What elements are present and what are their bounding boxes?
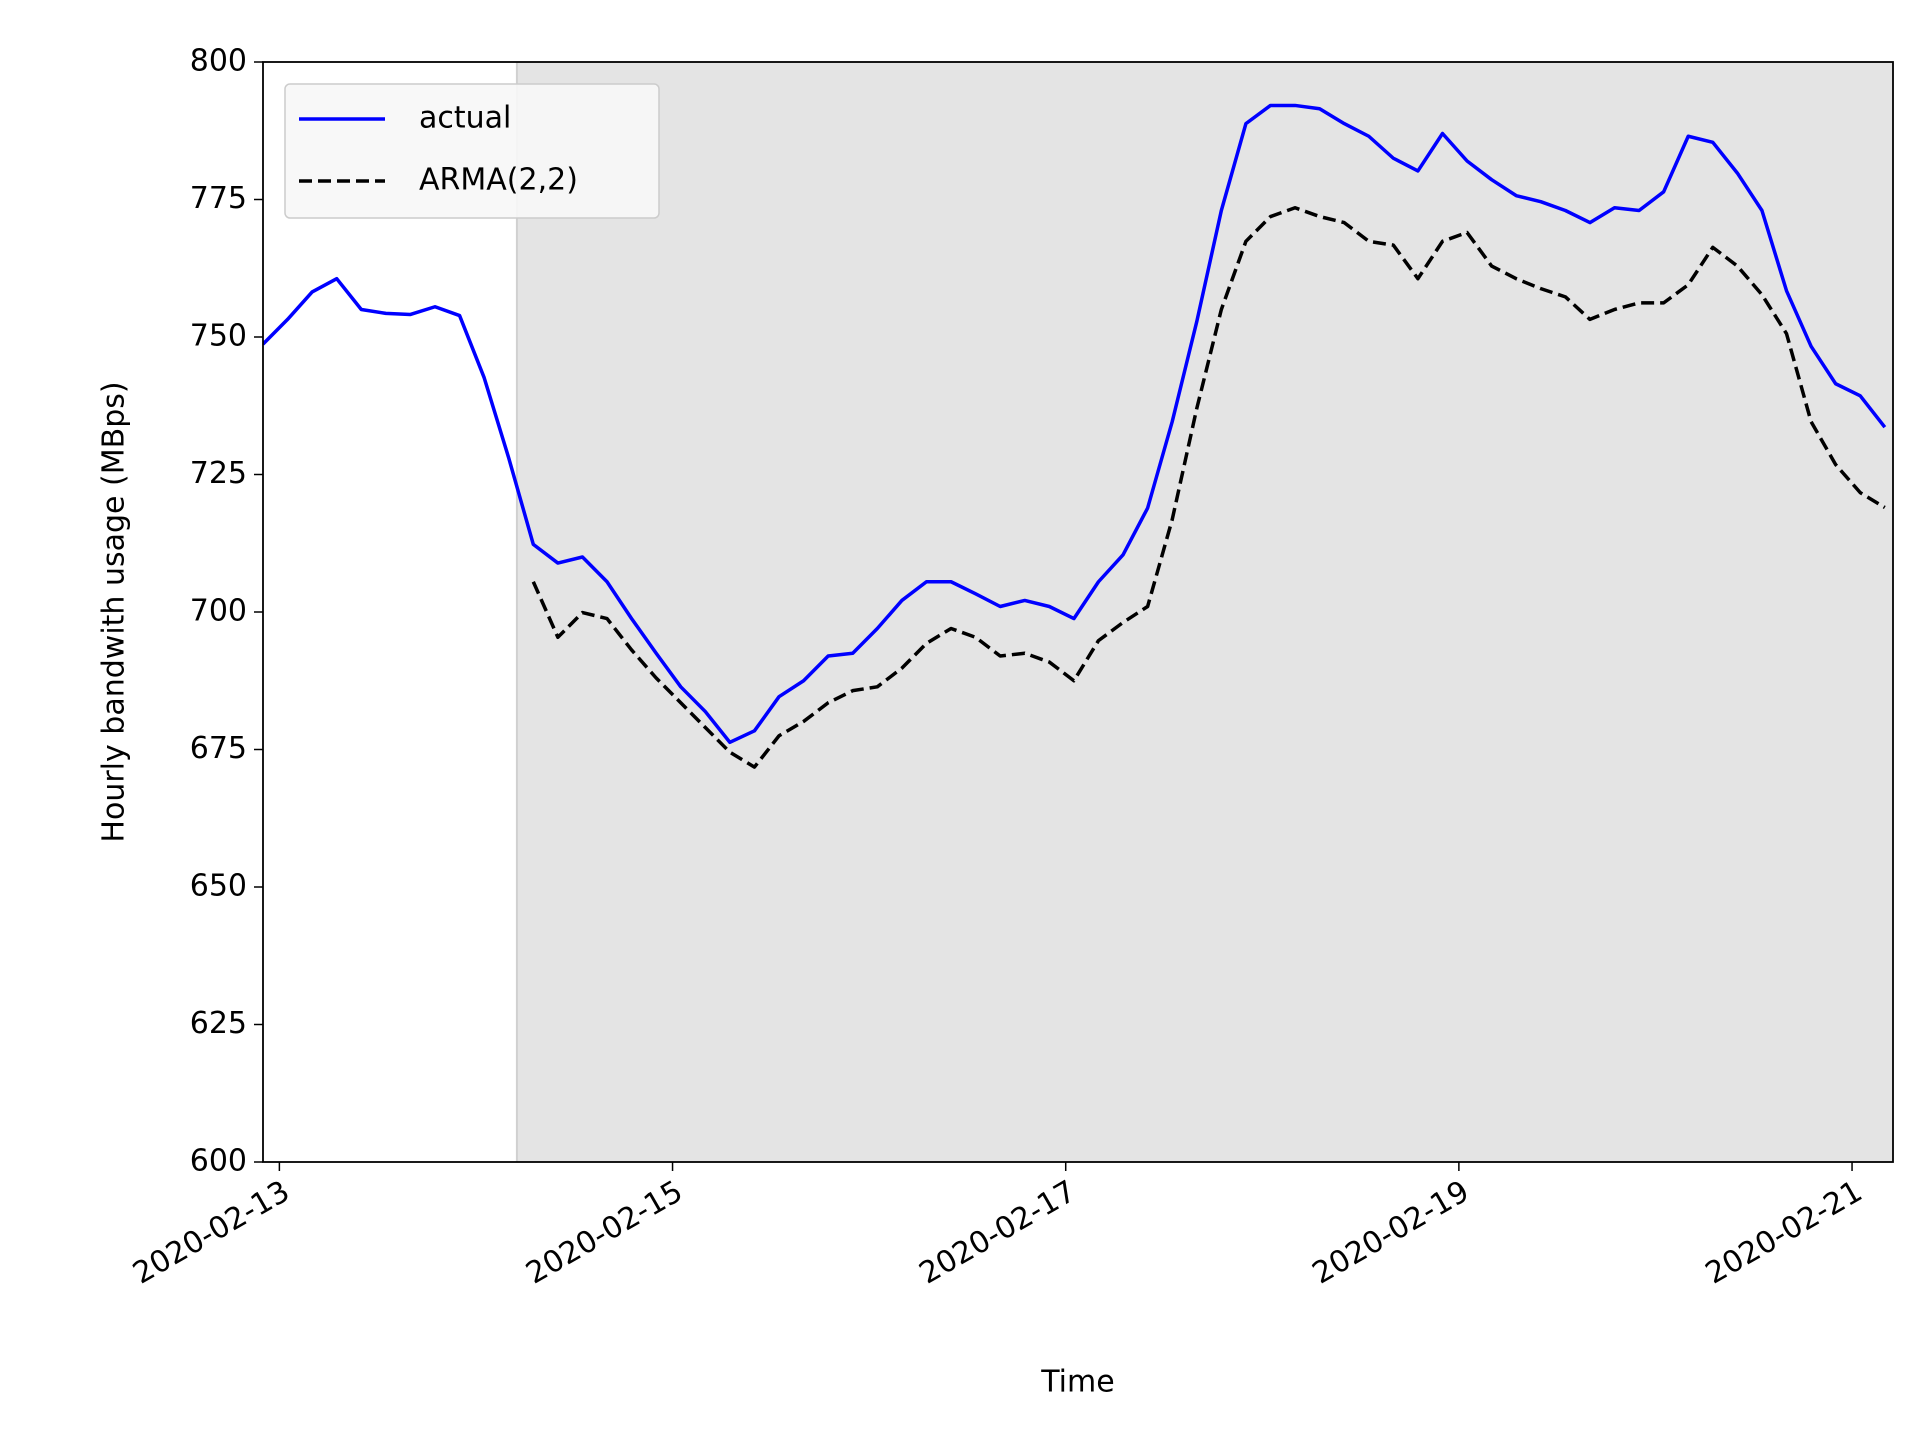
y-tick-label: 775 (190, 181, 247, 216)
x-tick-label: 2020-02-17 (913, 1174, 1081, 1291)
legend-label: actual (419, 101, 511, 136)
series-line (263, 103, 1887, 745)
y-tick-label: 750 (190, 319, 247, 354)
y-tick-label: 700 (190, 594, 247, 629)
y-tick-label: 625 (190, 1006, 247, 1041)
y-tick-label: 675 (190, 731, 247, 766)
y-tick-label: 600 (190, 1144, 247, 1179)
x-tick-label: 2020-02-15 (520, 1174, 688, 1291)
y-tick-label: 725 (190, 456, 247, 491)
x-tick-label: 2020-02-19 (1307, 1174, 1475, 1291)
y-axis-label: Hourly bandwith usage (MBps) (97, 381, 132, 842)
plot-frame (262, 61, 1894, 1163)
y-tick-label: 650 (190, 869, 247, 904)
legend-label: ARMA(2,2) (419, 163, 578, 198)
shaded-region (516, 62, 1893, 1162)
x-tick-label: 2020-02-13 (127, 1174, 295, 1291)
x-axis-label: Time (1040, 1365, 1114, 1400)
x-tick-label: 2020-02-21 (1700, 1174, 1868, 1291)
y-tick-label: 800 (190, 44, 247, 79)
